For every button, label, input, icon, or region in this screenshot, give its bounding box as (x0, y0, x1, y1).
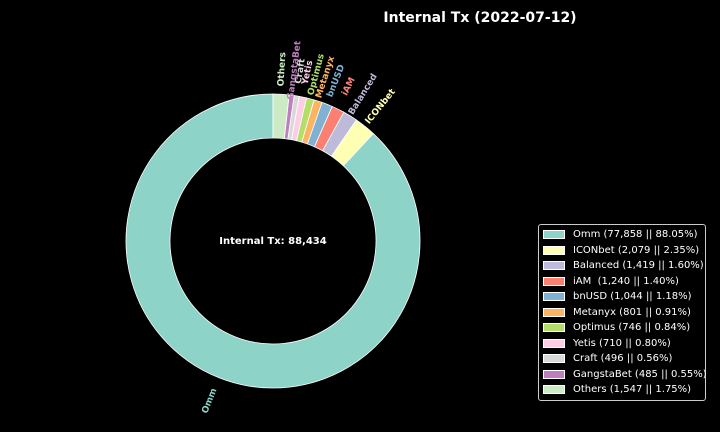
legend-swatch (543, 385, 565, 395)
slice-label-craft: Craft (294, 57, 308, 84)
legend-item: Craft (496 || 0.56%) (543, 351, 701, 367)
chart-title: Internal Tx (2022-07-12) (383, 10, 577, 26)
legend-swatch (543, 276, 565, 286)
legend-label: iAM (1,240 || 1.40%) (573, 275, 679, 287)
slice-label-omm: Omm (200, 387, 219, 415)
legend-item: Optimus (746 || 0.84%) (543, 320, 701, 336)
legend-swatch (543, 307, 565, 317)
legend-label: Metanyx (801 || 0.91%) (573, 306, 691, 318)
legend-label: GangstaBet (485 || 0.55%) (573, 368, 707, 380)
center-label: Internal Tx: 88,434 (219, 236, 326, 247)
legend-label: bnUSD (1,044 || 1.18%) (573, 291, 692, 303)
legend-item: Metanyx (801 || 0.91%) (543, 305, 701, 321)
legend-swatch (543, 292, 565, 302)
legend-item: Others (1,547 || 1.75%) (543, 382, 701, 398)
slice-label-others: Others (277, 52, 289, 87)
legend-item: Balanced (1,419 || 1.60%) (543, 258, 704, 274)
legend-label: Omm (77,858 || 88.05%) (573, 229, 698, 241)
chart-legend: Omm (77,858 || 88.05%) ICONbet (2,079 || … (538, 224, 707, 401)
legend-swatch (543, 230, 565, 240)
legend-item: Omm (77,858 || 88.05%) (543, 227, 701, 243)
legend-label: Optimus (746 || 0.84%) (573, 322, 691, 334)
legend-swatch (543, 245, 565, 255)
legend-swatch (543, 323, 565, 333)
slice-others (272, 93, 290, 140)
legend-item: GangstaBet (485 || 0.55%) (543, 367, 707, 383)
legend-swatch (543, 369, 565, 379)
legend-label: Yetis (710 || 0.80%) (573, 337, 671, 349)
legend-item: Yetis (710 || 0.80%) (543, 336, 701, 352)
legend-label: Craft (496 || 0.56%) (573, 353, 673, 365)
legend-swatch (543, 338, 565, 348)
legend-item: ICONbet (2,079 || 2.35%) (543, 243, 701, 259)
legend-label: ICONbet (2,079 || 2.35%) (573, 244, 700, 256)
legend-label: Balanced (1,419 || 1.60%) (573, 260, 704, 272)
legend-swatch (543, 354, 565, 364)
slice-label-iam: iAM (340, 76, 357, 98)
legend-item: iAM (1,240 || 1.40%) (543, 274, 701, 290)
legend-item: bnUSD (1,044 || 1.18%) (543, 289, 701, 305)
slice-omm (125, 93, 421, 389)
legend-swatch (543, 261, 565, 271)
legend-label: Others (1,547 || 1.75%) (573, 384, 692, 396)
